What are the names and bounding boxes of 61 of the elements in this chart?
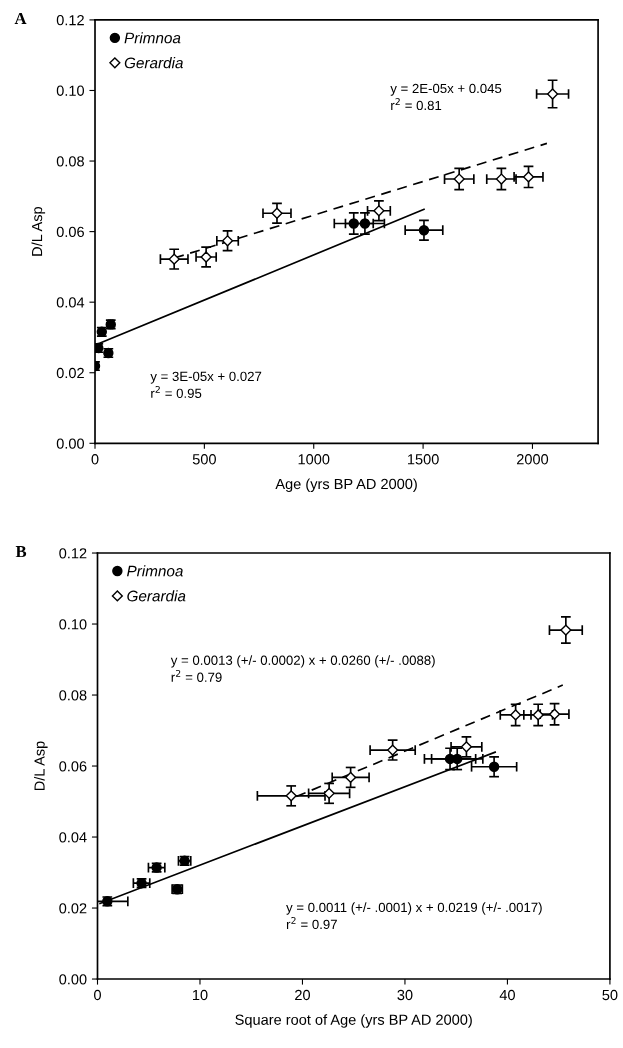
point <box>418 224 430 236</box>
point <box>560 624 572 636</box>
y-tick-label: 0.10 <box>59 619 87 630</box>
y-tick-label: 0.04 <box>59 832 87 843</box>
y-tick-label: 0.06 <box>56 226 84 238</box>
x-axis-title: Age (yrs BP AD 2000) <box>275 478 417 493</box>
annotation: y = 2E-05x + 0.045 r$^{2}$ = 0.81 <box>390 83 502 111</box>
point <box>522 171 535 183</box>
legend-label: Primnoa <box>127 565 183 577</box>
point <box>200 251 212 263</box>
y-tick-label: 0.08 <box>59 690 87 701</box>
point <box>460 741 473 753</box>
y-tick-label: 0.04 <box>56 297 85 308</box>
x-tick-label: 2000 <box>516 454 549 465</box>
point <box>532 709 544 721</box>
x-tick-label: 1000 <box>298 454 330 465</box>
x-tick-label: 20 <box>295 989 311 1001</box>
point <box>373 205 385 217</box>
y-tick-label: 0.00 <box>56 438 85 449</box>
point <box>453 173 465 185</box>
legend-label: Gerardia <box>124 57 183 69</box>
x-tick-label: 30 <box>397 989 413 1001</box>
y-tick-label: 0.06 <box>59 761 87 772</box>
y-tick-label: 0.02 <box>56 367 84 379</box>
point <box>359 218 371 229</box>
y-tick-label: 0.02 <box>59 903 87 914</box>
y-axis-title: D/L Asp <box>31 206 46 256</box>
point <box>221 235 234 247</box>
chart-title: A <box>14 12 27 24</box>
point <box>345 771 357 784</box>
x-tick-label: 0 <box>94 989 101 1001</box>
y-axis-title: D/L Asp <box>34 741 48 791</box>
x-tick-label: 50 <box>602 989 618 1001</box>
point <box>348 218 359 229</box>
point <box>452 753 463 765</box>
point <box>488 761 500 772</box>
y-tick-label: 0.08 <box>56 156 84 167</box>
point <box>285 790 297 802</box>
x-tick-label: 500 <box>192 454 216 465</box>
x-tick-label: 40 <box>499 989 515 1001</box>
point <box>387 744 399 756</box>
x-tick-label: 0 <box>91 454 99 465</box>
point <box>546 88 559 100</box>
point <box>548 708 561 720</box>
x-tick-label: 10 <box>192 989 208 1001</box>
annotation: y = 3E-05x + 0.027 r$^{2}$ = 0.95 <box>150 371 262 398</box>
y-tick-label: 0.10 <box>56 85 85 96</box>
legend-label: Primnoa <box>124 32 181 44</box>
y-tick-label: 0.12 <box>56 15 84 26</box>
point <box>495 173 508 185</box>
chart-title: B <box>15 546 27 558</box>
annotation: y = 0.0011 (+/- .0001) x + 0.0219 (+/- .0017) r$^{2}$ = 0.97 <box>286 902 542 930</box>
point <box>510 709 522 721</box>
x-tick-label: 1500 <box>407 454 439 465</box>
y-tick-label: 0.12 <box>59 548 87 559</box>
annotation: y = 0.0013 (+/- 0.0002) x + 0.0260 (+/- .0088) r$^{2}$ = 0.79 <box>170 655 435 682</box>
point <box>271 207 283 219</box>
legend-label: Gerardia <box>127 590 186 602</box>
y-tick-label: 0.00 <box>59 974 87 985</box>
point <box>168 253 180 265</box>
x-axis-title: Square root of Age (yrs BP AD 2000) <box>235 1014 472 1028</box>
